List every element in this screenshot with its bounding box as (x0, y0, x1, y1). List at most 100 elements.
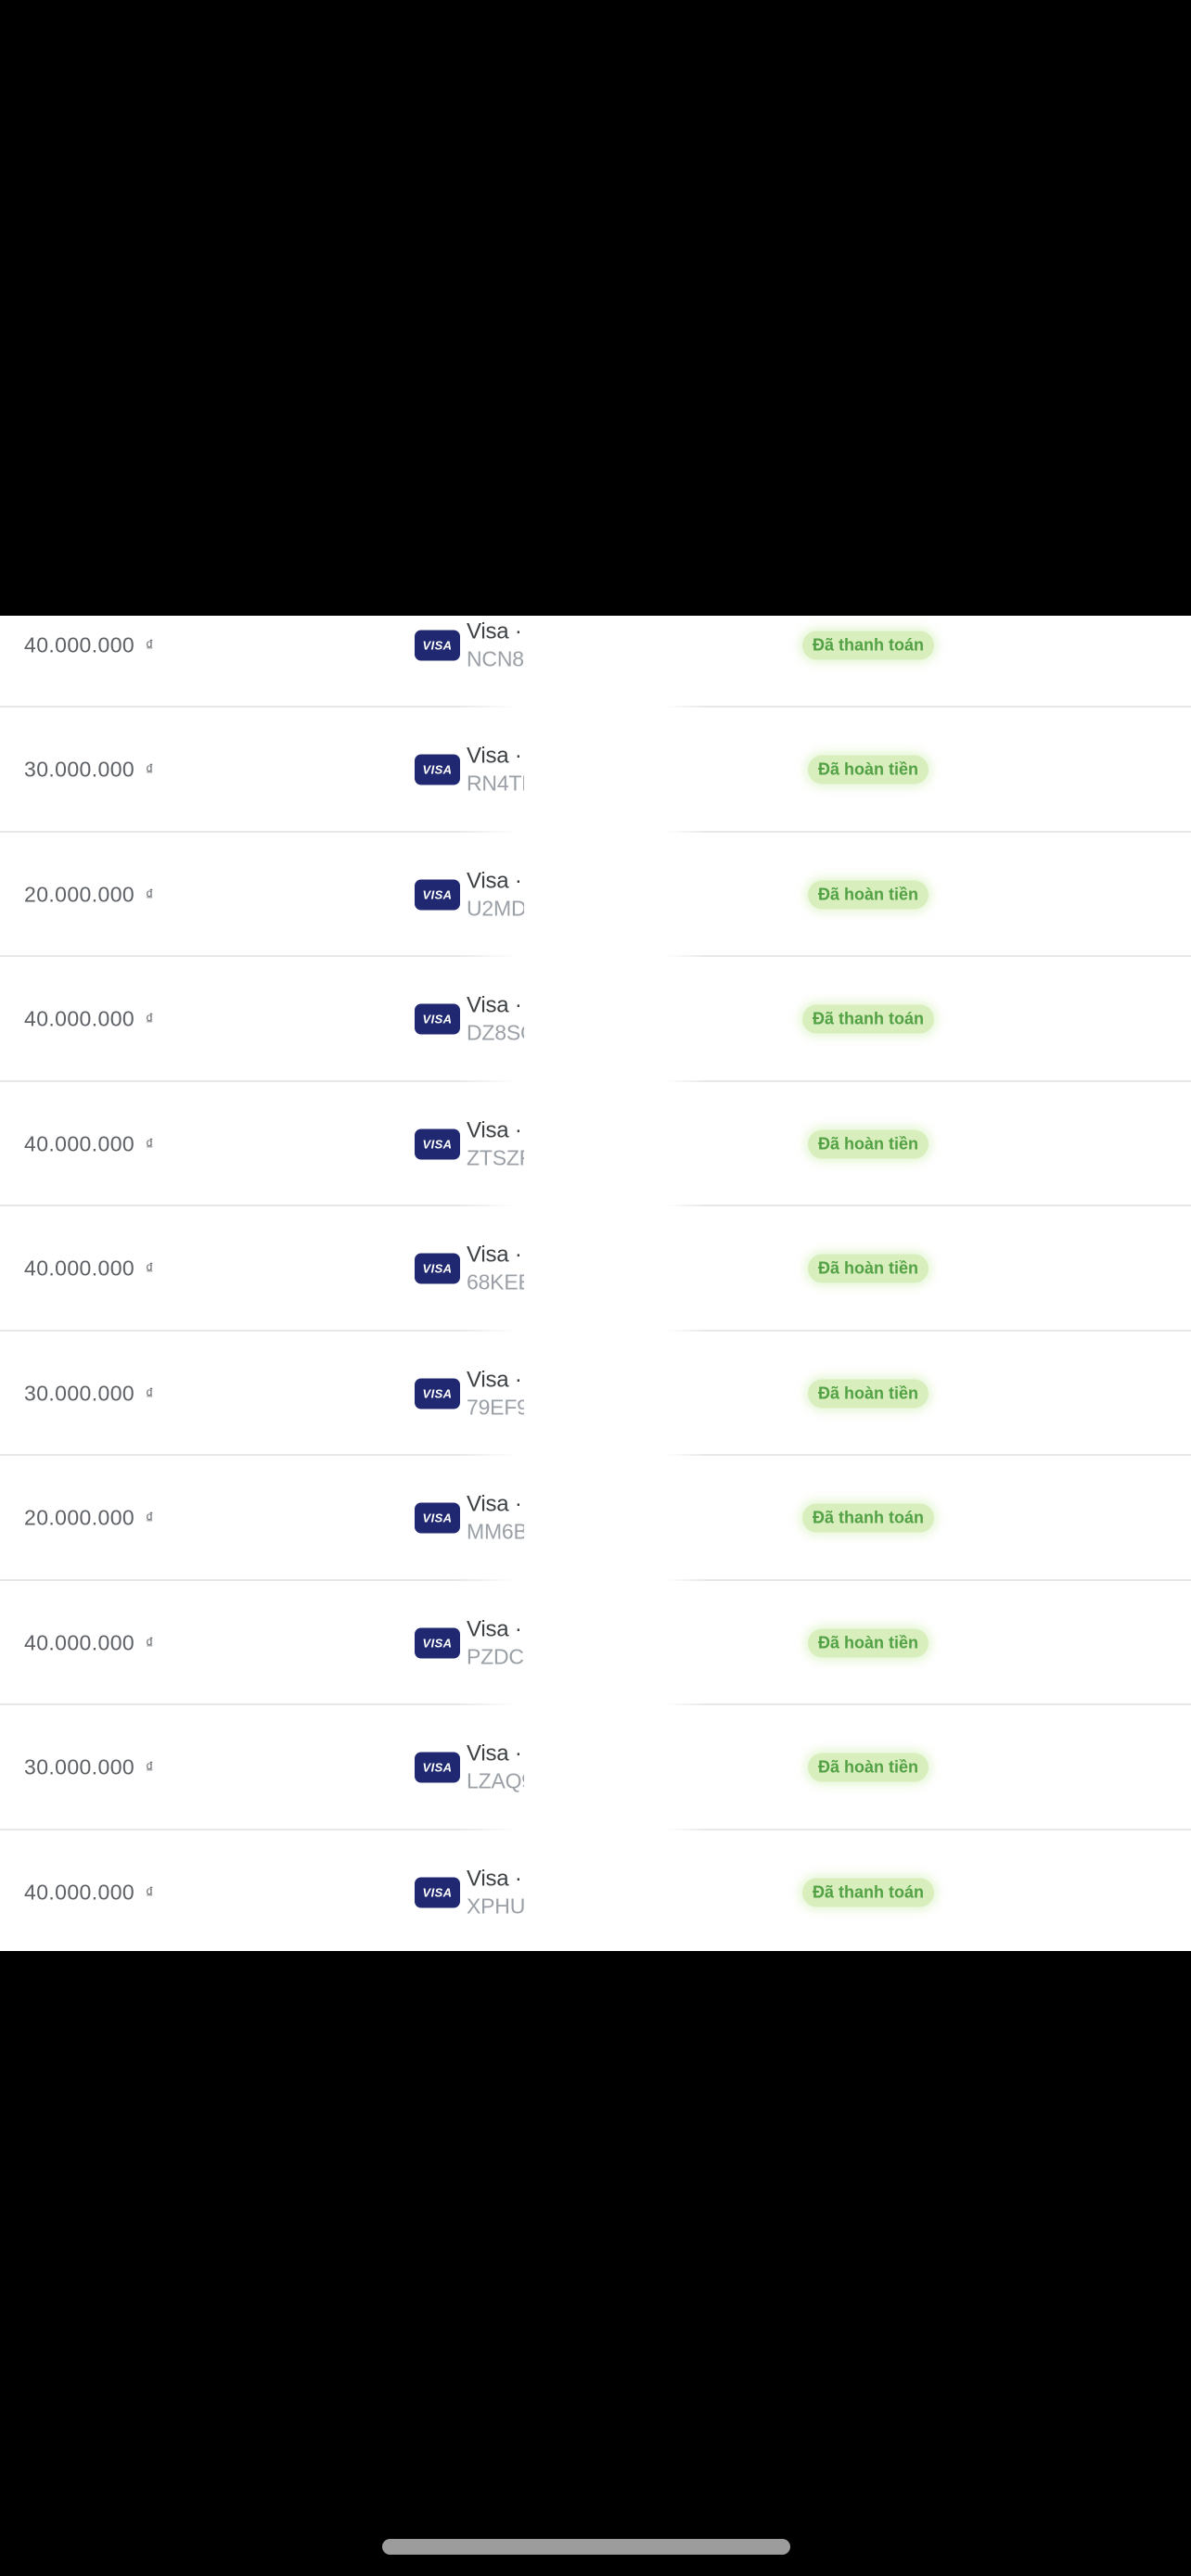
status-badge: Đã thanh toán (802, 1004, 934, 1034)
visa-logo-icon: VISA (415, 1502, 460, 1534)
status-badge: Đã hoàn tiền (807, 1379, 928, 1409)
amount-cell: 30.000.000 ₫ (24, 1755, 154, 1780)
payment-method-cell: VISA Visa · MM6B8 (415, 1492, 524, 1545)
amount-cell: 40.000.000 ₫ (24, 1880, 154, 1905)
currency-symbol: ₫ (145, 1135, 155, 1154)
card-brand-label: Visa · (467, 1741, 522, 1766)
payment-method-cell: VISA Visa · XPHUY (415, 1866, 524, 1919)
card-brand-label: Visa · (467, 743, 522, 769)
table-row[interactable]: 20.000.000 ₫ VISA Visa · U2MDT Đã hoàn t… (0, 832, 1191, 957)
card-text: Visa · DZ8SG (467, 993, 524, 1046)
status-cell: Đã hoàn tiền (720, 1628, 1017, 1658)
visa-logo-icon: VISA (415, 1129, 460, 1160)
payment-method-cell: VISA Visa · NCN8B (415, 618, 524, 671)
status-cell: Đã thanh toán (720, 1004, 1017, 1034)
card-code: DZ8SG (467, 1020, 524, 1045)
status-cell: Đã thanh toán (720, 631, 1017, 660)
status-badge: Đã hoàn tiền (807, 880, 928, 910)
status-badge: Đã thanh toán (802, 631, 934, 660)
status-cell: Đã hoàn tiền (720, 880, 1017, 910)
card-brand-label: Visa · (467, 992, 522, 1018)
amount-cell: 30.000.000 ₫ (24, 1381, 154, 1406)
amount-value: 20.000.000 (24, 1505, 141, 1530)
payment-method-cell: VISA Visa · U2MDT (415, 868, 524, 921)
currency-symbol: ₫ (145, 1384, 155, 1403)
amount-cell: 30.000.000 ₫ (24, 758, 154, 783)
status-badge: Đã hoàn tiền (807, 1254, 928, 1283)
card-code: 68KEE (467, 1269, 524, 1294)
status-badge: Đã thanh toán (802, 1503, 934, 1533)
visa-logo-icon: VISA (415, 754, 460, 785)
card-code: PZDCA (467, 1644, 524, 1669)
top-letterbox-area (0, 0, 1191, 616)
amount-cell: 40.000.000 ₫ (24, 1007, 154, 1032)
amount-cell: 40.000.000 ₫ (24, 1131, 154, 1156)
table-row[interactable]: 40.000.000 ₫ VISA Visa · 68KEE Đã hoàn t… (0, 1206, 1191, 1332)
currency-symbol: ₫ (145, 1010, 155, 1028)
status-cell: Đã thanh toán (720, 1503, 1017, 1533)
card-text: Visa · RN4TH (467, 744, 524, 797)
card-brand-label: Visa · (467, 618, 522, 644)
card-brand-label: Visa · (467, 1491, 522, 1517)
home-indicator[interactable] (382, 2539, 790, 2555)
card-brand-label: Visa · (467, 1616, 522, 1642)
status-badge: Đã hoàn tiền (807, 1129, 928, 1159)
card-brand-label: Visa · (467, 1367, 522, 1393)
status-cell: Đã hoàn tiền (720, 1129, 1017, 1159)
table-row[interactable]: 40.000.000 ₫ VISA Visa · XPHUY Đã thanh … (0, 1830, 1191, 1951)
table-row[interactable]: 20.000.000 ₫ VISA Visa · MM6B8 Đã thanh … (0, 1456, 1191, 1581)
visa-logo-icon: VISA (415, 879, 460, 911)
amount-value: 30.000.000 (24, 1754, 141, 1779)
payments-row-list: 40.000.000 ₫ VISA Visa · NCN8B Đã thanh … (0, 616, 1191, 1951)
card-text: Visa · MM6B8 (467, 1492, 524, 1545)
card-code: NCN8B (467, 646, 524, 671)
payment-method-cell: VISA Visa · RN4TH (415, 744, 524, 797)
card-brand-label: Visa · (467, 1242, 522, 1268)
card-text: Visa · LZAQ9 (467, 1741, 524, 1794)
currency-symbol: ₫ (145, 1758, 155, 1777)
card-text: Visa · NCN8B (467, 618, 524, 671)
status-cell: Đã hoàn tiền (720, 1753, 1017, 1782)
table-row[interactable]: 40.000.000 ₫ VISA Visa · DZ8SG Đã thanh … (0, 957, 1191, 1082)
table-row[interactable]: 40.000.000 ₫ VISA Visa · ZTSZF Đã hoàn t… (0, 1081, 1191, 1206)
table-row[interactable]: 40.000.000 ₫ VISA Visa · PZDCA Đã hoàn t… (0, 1580, 1191, 1705)
bottom-letterbox-area (0, 1951, 1191, 2576)
table-row[interactable]: 30.000.000 ₫ VISA Visa · LZAQ9 Đã hoàn t… (0, 1705, 1191, 1830)
card-code: LZAQ9 (467, 1768, 524, 1793)
card-brand-label: Visa · (467, 868, 522, 894)
card-code: RN4TH (467, 771, 524, 796)
table-row[interactable]: 30.000.000 ₫ VISA Visa · RN4TH Đã hoàn t… (0, 708, 1191, 833)
visa-logo-icon: VISA (415, 1877, 460, 1908)
visa-logo-icon: VISA (415, 630, 460, 661)
currency-symbol: ₫ (145, 636, 155, 655)
status-badge: Đã hoàn tiền (807, 755, 928, 784)
currency-symbol: ₫ (145, 886, 155, 904)
card-text: Visa · XPHUY (467, 1866, 524, 1919)
card-brand-label: Visa · (467, 1866, 522, 1892)
status-cell: Đã hoàn tiền (720, 1254, 1017, 1283)
payment-method-cell: VISA Visa · DZ8SG (415, 993, 524, 1046)
payment-method-cell: VISA Visa · ZTSZF (415, 1117, 524, 1170)
amount-value: 40.000.000 (24, 1630, 141, 1655)
card-code: ZTSZF (467, 1145, 524, 1170)
amount-cell: 40.000.000 ₫ (24, 1630, 154, 1655)
amount-value: 40.000.000 (24, 1880, 141, 1905)
amount-cell: 20.000.000 ₫ (24, 882, 154, 907)
amount-cell: 40.000.000 ₫ (24, 632, 154, 657)
status-badge: Đã hoàn tiền (807, 1628, 928, 1658)
card-text: Visa · 68KEE (467, 1243, 524, 1295)
amount-value: 30.000.000 (24, 1381, 141, 1406)
card-text: Visa · 79EF9 (467, 1367, 524, 1420)
table-row[interactable]: 30.000.000 ₫ VISA Visa · 79EF9 Đã hoàn t… (0, 1331, 1191, 1456)
amount-cell: 20.000.000 ₫ (24, 1506, 154, 1531)
status-badge: Đã thanh toán (802, 1878, 934, 1907)
currency-symbol: ₫ (145, 1634, 155, 1652)
status-cell: Đã hoàn tiền (720, 755, 1017, 784)
visa-logo-icon: VISA (415, 1253, 460, 1284)
status-cell: Đã hoàn tiền (720, 1379, 1017, 1409)
payment-method-cell: VISA Visa · 68KEE (415, 1243, 524, 1295)
visa-logo-icon: VISA (415, 1378, 460, 1409)
table-row[interactable]: 40.000.000 ₫ VISA Visa · NCN8B Đã thanh … (0, 616, 1191, 708)
card-brand-label: Visa · (467, 1117, 522, 1143)
